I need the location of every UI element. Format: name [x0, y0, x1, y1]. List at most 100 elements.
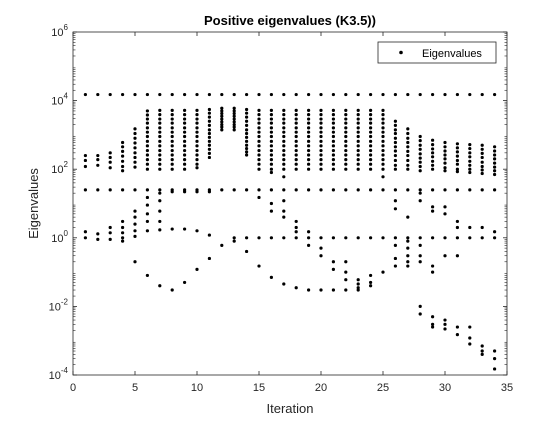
data-point: [282, 158, 286, 162]
data-point: [381, 175, 385, 179]
data-point: [145, 229, 149, 233]
data-point: [331, 92, 335, 97]
data-point: [220, 243, 224, 248]
data-point: [331, 288, 335, 292]
data-point: [145, 203, 149, 207]
data-point: [133, 92, 137, 97]
data-point: [158, 134, 162, 139]
data-point: [381, 188, 385, 192]
data-point: [344, 288, 348, 292]
data-point: [245, 111, 249, 115]
data-point: [232, 128, 236, 132]
data-point: [369, 167, 373, 171]
data-point: [145, 126, 149, 130]
data-point: [356, 130, 360, 134]
data-point: [319, 153, 323, 157]
data-point: [344, 278, 348, 282]
data-point: [145, 212, 149, 216]
data-point: [443, 327, 447, 331]
data-point: [356, 158, 360, 162]
legend-box: [377, 41, 497, 64]
data-point: [145, 130, 149, 134]
data-point: [83, 188, 87, 192]
data-point: [307, 236, 311, 240]
data-point: [331, 267, 335, 271]
data-point: [282, 139, 286, 143]
data-point: [344, 236, 348, 240]
data-point: [369, 139, 373, 143]
data-point: [195, 117, 199, 121]
data-point: [406, 149, 410, 154]
data-point: [133, 165, 137, 169]
data-point: [356, 188, 360, 192]
data-point: [195, 190, 199, 194]
data-point: [257, 139, 261, 143]
data-point: [431, 209, 435, 213]
data-point: [406, 167, 410, 171]
data-point: [269, 139, 273, 143]
data-point: [195, 148, 199, 153]
data-point: [245, 107, 249, 112]
data-point: [96, 237, 100, 241]
data-point: [257, 158, 261, 162]
data-point: [443, 140, 447, 145]
data-point: [282, 108, 286, 112]
data-point: [493, 149, 497, 153]
data-point: [480, 225, 484, 230]
data-point: [431, 155, 435, 159]
data-point: [331, 126, 335, 130]
data-point: [257, 162, 261, 166]
x-tick-label: 30: [439, 382, 451, 394]
data-point: [96, 163, 100, 167]
data-point: [369, 92, 373, 97]
data-point: [369, 126, 373, 130]
data-point: [480, 349, 484, 353]
data-point: [145, 139, 149, 143]
data-point: [294, 130, 298, 134]
data-point: [282, 92, 286, 97]
data-point: [356, 282, 360, 286]
data-point: [344, 148, 348, 153]
data-point: [443, 169, 447, 173]
data-point: [232, 122, 236, 127]
data-point: [133, 141, 137, 145]
data-point: [406, 153, 410, 158]
data-point: [195, 126, 199, 130]
data-point: [443, 322, 447, 326]
data-point: [406, 158, 410, 163]
data-point: [245, 92, 249, 97]
data-point: [220, 106, 224, 110]
data-point: [232, 114, 236, 118]
data-point: [232, 120, 236, 124]
data-point: [133, 136, 137, 140]
data-point: [121, 169, 125, 173]
data-point: [480, 155, 484, 160]
y-ticks: 10-4 10-2 100 102 104 106: [49, 23, 507, 382]
data-point: [207, 233, 211, 237]
data-point: [183, 130, 187, 134]
data-point: [183, 117, 187, 121]
data-point: [245, 150, 249, 154]
data-point: [282, 188, 286, 192]
data-point: [307, 167, 311, 171]
data-point: [493, 157, 497, 161]
data-point: [381, 117, 385, 121]
data-point: [307, 126, 311, 130]
data-point: [207, 151, 211, 155]
data-point: [207, 190, 211, 194]
data-point: [393, 153, 397, 158]
data-point: [344, 270, 348, 274]
data-point: [108, 92, 112, 97]
data-point: [121, 225, 125, 230]
data-point: [369, 148, 373, 153]
data-point: [207, 107, 211, 112]
data-point: [431, 270, 435, 274]
data-point: [170, 108, 174, 112]
data-point: [331, 113, 335, 117]
data-point: [468, 143, 472, 147]
data-point: [269, 148, 273, 153]
data-point: [319, 92, 323, 97]
data-point: [183, 153, 187, 157]
data-point: [480, 147, 484, 151]
data-point: [83, 236, 87, 240]
